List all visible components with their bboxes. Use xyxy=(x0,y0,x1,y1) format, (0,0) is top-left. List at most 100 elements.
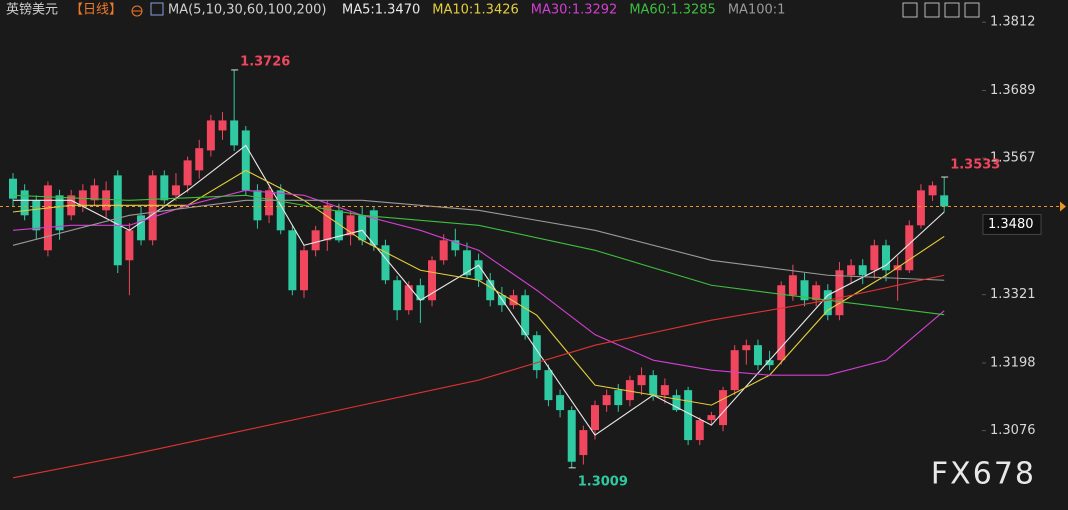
candle-body xyxy=(916,190,925,226)
candle-body xyxy=(765,360,774,366)
candle-body xyxy=(521,295,530,336)
candle-body xyxy=(288,230,297,291)
candle-body xyxy=(20,190,29,216)
candle-body xyxy=(113,175,122,266)
candle-body xyxy=(905,225,914,271)
candle-body xyxy=(125,230,134,261)
last-price-marker xyxy=(1060,201,1066,212)
candle-body xyxy=(614,390,623,406)
candle-body xyxy=(462,250,471,276)
indicator-icon[interactable] xyxy=(150,2,164,16)
y-tick-label: 1.3567 xyxy=(990,151,1036,166)
candle-body xyxy=(544,370,553,401)
candle-body xyxy=(206,120,215,151)
legend-entry: MA60:1.3285 xyxy=(629,3,716,18)
legend-entry: MA100:1 xyxy=(728,3,786,18)
candle-body xyxy=(788,275,797,296)
candle-body xyxy=(358,215,367,241)
candle-body xyxy=(497,295,506,306)
candle-body xyxy=(858,265,867,276)
moving-average-line xyxy=(12,169,945,406)
candle-body xyxy=(334,210,343,241)
candle-body xyxy=(32,200,41,231)
period-label: 【日线】 xyxy=(70,3,122,18)
moving-average-line xyxy=(12,199,945,281)
y-tick-label: 1.3812 xyxy=(990,15,1036,30)
candle-body xyxy=(230,120,239,146)
annotation-label: 1.3533 xyxy=(950,158,1000,173)
candle-body xyxy=(171,185,180,196)
candle-body xyxy=(928,185,937,196)
tool-button[interactable] xyxy=(944,2,960,18)
indicator-label: MA(5,10,30,60,100,200) xyxy=(168,3,326,18)
candle-body xyxy=(556,395,565,411)
tool-button[interactable] xyxy=(902,2,918,18)
candle-body xyxy=(265,190,274,216)
candle-body xyxy=(102,190,111,211)
y-tick-label: 1.3198 xyxy=(990,355,1036,370)
candle-body xyxy=(684,390,693,441)
candle-body xyxy=(719,390,728,426)
candle-body xyxy=(253,190,262,221)
moving-average-line xyxy=(12,189,945,376)
y-tick-label: 1.3689 xyxy=(990,83,1036,98)
candle-body xyxy=(940,195,949,207)
candle-body xyxy=(311,230,320,251)
symbol-title: 英镑美元 xyxy=(6,2,58,18)
header: 英镑美元 【日线】 MA(5,10,30,60,100,200) MA5:1.3… xyxy=(6,2,785,18)
candle-body xyxy=(486,280,495,301)
candle-body xyxy=(404,285,413,311)
annotation-label: 1.3009 xyxy=(578,474,628,489)
candle-body xyxy=(567,410,576,462)
legend-entry: MA5:1.3470 xyxy=(342,3,420,18)
tool-button[interactable] xyxy=(964,2,980,18)
candle-body xyxy=(649,375,658,396)
candle-body xyxy=(276,190,285,231)
candle-body xyxy=(800,280,809,301)
candle-body xyxy=(241,130,250,191)
tool-button[interactable] xyxy=(924,2,940,18)
candle-body xyxy=(218,120,227,131)
candle-body xyxy=(428,260,437,301)
candle-body xyxy=(591,405,599,431)
y-tick-label: 1.3076 xyxy=(990,423,1036,438)
candle-body xyxy=(137,215,146,241)
candle-body xyxy=(346,215,355,236)
candle-body xyxy=(451,240,460,251)
candle-body xyxy=(160,175,169,201)
candle-body xyxy=(823,290,832,316)
candle-body xyxy=(707,415,716,421)
moving-average-line xyxy=(12,194,945,316)
candle-body xyxy=(637,375,646,386)
candle-body xyxy=(777,285,786,361)
candle-body xyxy=(381,245,390,281)
candle-body xyxy=(323,205,332,241)
legend-entry: MA10:1.3426 xyxy=(432,3,519,18)
candle-body xyxy=(90,185,99,201)
candle-body xyxy=(660,385,669,396)
candle-body xyxy=(812,285,821,301)
candle-body xyxy=(672,395,681,411)
candle-body xyxy=(183,160,192,186)
candle-body xyxy=(509,295,518,306)
candle-body xyxy=(882,245,890,271)
candle-body xyxy=(474,260,483,281)
candle-body xyxy=(870,245,879,271)
last-price-label: 1.3480 xyxy=(988,217,1034,232)
toolbar xyxy=(902,2,980,18)
candle-body xyxy=(532,335,541,371)
candle-body xyxy=(393,280,402,311)
candle-body xyxy=(695,420,704,441)
candle-body xyxy=(753,345,762,366)
candle-body xyxy=(847,265,856,276)
legend-entry: MA30:1.3292 xyxy=(531,3,618,18)
candle-body xyxy=(369,210,378,246)
y-tick-label: 1.3321 xyxy=(990,287,1036,302)
annotation-label: 1.3726 xyxy=(240,54,290,69)
candle-body xyxy=(439,240,448,261)
candle-body xyxy=(602,395,611,406)
candle-body xyxy=(416,285,425,301)
candle-body xyxy=(9,178,17,199)
candle-body xyxy=(148,175,157,241)
